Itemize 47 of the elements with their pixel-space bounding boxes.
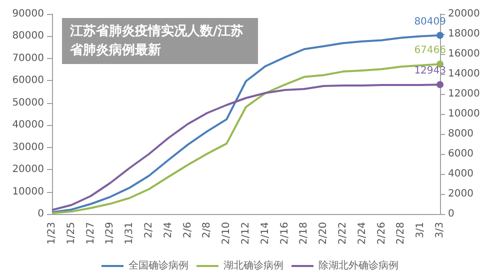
y2-tick-label: 12000 (448, 88, 480, 100)
y-tick-label: 60000 (12, 75, 44, 86)
x-tick-label: 2/28 (396, 222, 407, 244)
x-tick-label: 2/2 (144, 222, 154, 238)
data-label: 80409 (414, 16, 446, 28)
y-tick-label: 50000 (12, 97, 44, 108)
legend-label: 全国确诊病例 (128, 260, 188, 272)
x-tick-label: 1/23 (46, 222, 58, 244)
x-tick-label: 2/20 (318, 222, 330, 244)
x-tick-label: 2/8 (202, 222, 213, 238)
x-tick-label: 2/4 (162, 222, 174, 238)
x-tick-label: 2/16 (279, 222, 290, 244)
x-tick-label: 2/24 (356, 222, 368, 244)
y-tick-label: 10000 (12, 186, 44, 198)
y2-tick-label: 0 (448, 208, 454, 220)
x-tick-label: 2/14 (260, 222, 271, 244)
legend-label: 湖北确诊病例 (224, 260, 284, 272)
x-tick-label: 1/27 (85, 222, 96, 244)
x-tick-label: 2/26 (376, 222, 388, 244)
x-tick-label: 1/31 (124, 222, 136, 244)
y-tick-label: 90000 (12, 8, 44, 20)
y-tick-label: 20000 (12, 164, 44, 176)
y-tick-label: 0 (38, 208, 44, 220)
y2-tick-label: 4000 (448, 168, 474, 180)
y-tick-label: 40000 (12, 120, 44, 131)
x-tick-label: 2/6 (182, 222, 194, 238)
y2-tick-label: 2000 (448, 188, 474, 200)
y2-tick-label: 10000 (448, 108, 480, 120)
legend-label: 除湖北外确诊病例 (318, 260, 398, 272)
x-tick-label: 2/12 (240, 222, 252, 244)
x-tick-label: 3/1 (415, 222, 426, 238)
x-tick-label: 2/22 (338, 222, 348, 244)
y2-tick-label: 6000 (448, 148, 474, 160)
x-tick-label: 3/3 (434, 222, 446, 238)
text: 江苏省肺炎疫情实况人数/江苏省肺炎病例最新 (69, 23, 244, 58)
x-tick-label: 1/29 (104, 222, 116, 244)
x-tick-label: 2/10 (221, 222, 232, 244)
y2-tick-label: 16000 (448, 48, 480, 60)
x-tick-label: 1/25 (66, 222, 77, 244)
x-tick-label: 2/18 (298, 222, 310, 244)
y-tick-label: 80000 (12, 30, 44, 42)
y2-tick-label: 8000 (448, 128, 474, 140)
y-tick-label: 70000 (12, 52, 44, 64)
y-tick-label: 30000 (12, 142, 44, 153)
y2-tick-label: 20000 (448, 8, 480, 20)
y2-tick-label: 18000 (448, 28, 480, 40)
y2-tick-label: 14000 (448, 68, 480, 80)
